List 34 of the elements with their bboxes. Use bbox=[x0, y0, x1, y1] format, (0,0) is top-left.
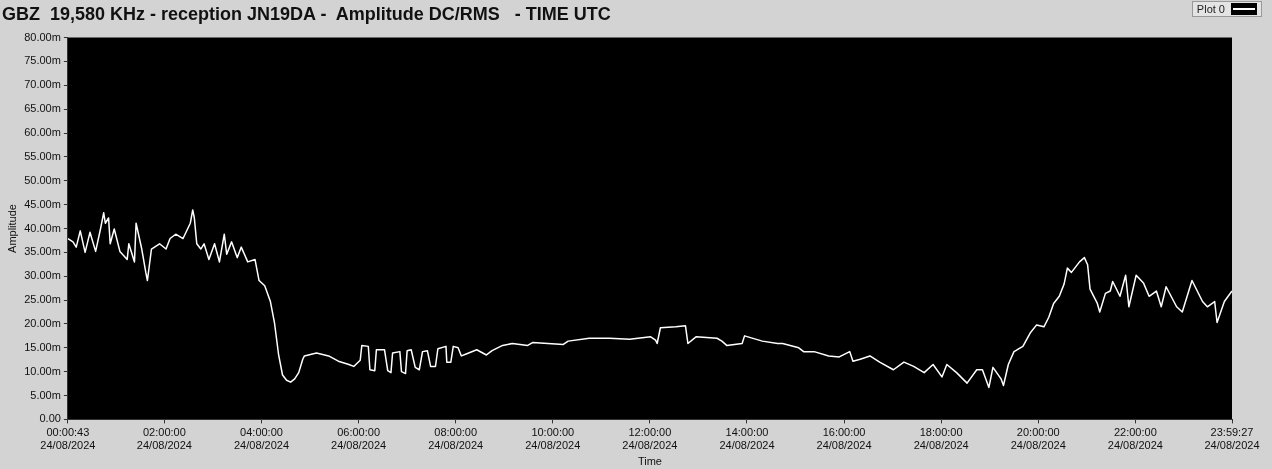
y-tick-label: 5.00m bbox=[30, 388, 61, 401]
y-tick-label: 40.00m bbox=[24, 221, 61, 234]
x-tick-label: 02:00:00 24/08/2024 bbox=[136, 426, 192, 452]
y-tick-label: 80.00m bbox=[24, 30, 61, 43]
y-tick-label: 30.00m bbox=[24, 269, 61, 282]
x-axis-title: Time bbox=[637, 455, 662, 468]
y-tick-label: 65.00m bbox=[24, 102, 61, 115]
x-tick-label: 12:00:00 24/08/2024 bbox=[622, 426, 678, 452]
y-tick-label: 75.00m bbox=[24, 54, 61, 67]
y-tick-label: 35.00m bbox=[24, 245, 61, 258]
x-tick-label: 16:00:00 24/08/2024 bbox=[816, 426, 872, 452]
y-axis-title: Amplitude bbox=[5, 204, 18, 253]
y-tick-label: 15.00m bbox=[24, 340, 61, 353]
x-tick-label: 06:00:00 24/08/2024 bbox=[331, 426, 387, 452]
y-tick-label: 25.00m bbox=[24, 293, 61, 306]
y-tick-label: 45.00m bbox=[24, 197, 61, 210]
chart-title: GBZ 19,580 KHz - reception JN19DA - Amplitude DC/RMS - TIME UTC bbox=[2, 4, 611, 25]
x-tick-label: 00:00:43 24/08/2024 bbox=[40, 426, 96, 452]
x-tick-label: 14:00:00 24/08/2024 bbox=[719, 426, 775, 452]
y-tick-label: 60.00m bbox=[24, 126, 61, 139]
x-tick-label: 23:59:27 24/08/2024 bbox=[1204, 426, 1260, 452]
x-tick-label: 22:00:00 24/08/2024 bbox=[1107, 426, 1163, 452]
x-tick-label: 18:00:00 24/08/2024 bbox=[913, 426, 969, 452]
y-tick-label: 50.00m bbox=[24, 173, 61, 186]
x-tick-label: 10:00:00 24/08/2024 bbox=[525, 426, 581, 452]
y-tick-label: 70.00m bbox=[24, 78, 61, 91]
y-tick-label: 10.00m bbox=[24, 364, 61, 377]
x-tick-label: 08:00:00 24/08/2024 bbox=[428, 426, 484, 452]
x-tick-label: 20:00:00 24/08/2024 bbox=[1010, 426, 1066, 452]
x-tick-label: 04:00:00 24/08/2024 bbox=[233, 426, 290, 452]
y-tick-label: 0.00 bbox=[39, 412, 61, 425]
y-tick-label: 20.00m bbox=[24, 316, 61, 329]
legend-label: Plot 0 bbox=[1196, 3, 1225, 15]
y-tick-label: 55.00m bbox=[24, 149, 61, 162]
